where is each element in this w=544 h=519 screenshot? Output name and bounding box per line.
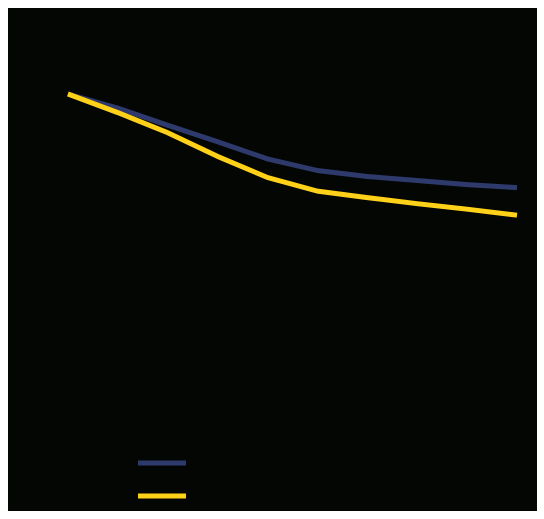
series-line-1 — [67, 91, 518, 191]
legend — [138, 460, 186, 499]
series-line-2 — [67, 91, 518, 218]
series-layer — [67, 91, 518, 218]
plot-area — [8, 8, 537, 511]
